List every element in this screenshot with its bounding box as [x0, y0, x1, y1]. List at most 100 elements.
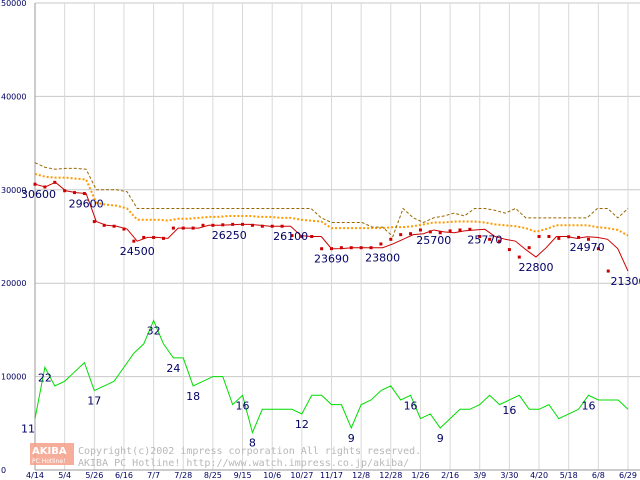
data-label: 25700 [416, 234, 451, 247]
x-tick-label: 9/15 [234, 471, 252, 480]
data-label: 16 [404, 399, 418, 412]
data-label: 22800 [518, 261, 553, 274]
data-point [577, 235, 581, 239]
x-tick-label: 12/8 [352, 471, 370, 480]
x-tick-label: 3/9 [473, 471, 486, 480]
copyright-text: Copyright(c)2002 impress corporation All… [78, 446, 421, 457]
data-point [389, 237, 393, 241]
data-label: 11 [21, 423, 35, 436]
data-point [557, 236, 561, 240]
data-point [231, 222, 235, 226]
data-label: 26100 [273, 230, 308, 243]
data-point [33, 182, 37, 186]
data-point [211, 223, 215, 227]
x-tick-label: 5/4 [58, 471, 71, 480]
data-point [498, 239, 502, 243]
x-tick-label: 8/25 [204, 471, 222, 480]
data-point [221, 223, 225, 227]
data-point [43, 185, 47, 189]
data-label: 25770 [467, 233, 502, 246]
data-point [300, 235, 304, 238]
data-point [53, 180, 57, 184]
data-point [112, 224, 116, 228]
data-point [418, 228, 422, 232]
data-point [409, 232, 413, 236]
data-label: 8 [249, 437, 256, 450]
data-point [132, 239, 136, 243]
data-point [596, 247, 600, 251]
data-point [191, 226, 195, 230]
series-line [34, 172, 629, 237]
data-label: 16 [236, 399, 250, 412]
data-point [478, 235, 482, 238]
akiba-logo-text: AKIBA [32, 446, 67, 457]
data-label: 21300 [611, 275, 640, 288]
series-1 [34, 172, 629, 237]
data-label: 32 [147, 325, 161, 338]
data-point [379, 242, 383, 246]
x-tick-label: 10/6 [263, 471, 281, 480]
data-point [586, 237, 590, 241]
site-url-text: AKIBA PC Hotline! http://www.watch.impre… [78, 458, 409, 469]
x-tick-label: 4/14 [26, 471, 44, 480]
series-2 [34, 162, 629, 238]
series-0 [33, 180, 629, 273]
x-tick-label: 10/27 [290, 471, 313, 480]
data-point [270, 224, 274, 228]
data-label: 24970 [570, 241, 605, 254]
data-point [448, 229, 452, 233]
x-tick-label: 1/26 [411, 471, 429, 480]
data-point [102, 223, 106, 227]
y-tick-label: 10000 [1, 373, 26, 382]
point-labels: 30600 29600 24500 26250 26100 23690 23800 25700… [21, 188, 640, 449]
data-point [606, 269, 610, 273]
data-label: 18 [186, 390, 200, 403]
data-label: 16 [502, 404, 516, 417]
data-point [369, 246, 373, 250]
data-label: 23690 [314, 253, 349, 266]
y-tick-label: 30000 [1, 186, 26, 195]
data-point [507, 248, 511, 252]
data-label: 24500 [120, 245, 155, 258]
data-label: 16 [581, 399, 595, 412]
x-tick-label: 4/20 [530, 471, 548, 480]
series-line [34, 319, 629, 435]
x-tick-label: 6/8 [592, 471, 605, 480]
data-point [438, 231, 442, 235]
data-point [260, 224, 264, 228]
x-tick-label: 12/28 [379, 471, 402, 480]
data-label: 22 [38, 371, 52, 384]
y-tick-label: 0 [1, 466, 6, 475]
y-tick-label: 50000 [1, 0, 26, 8]
data-point [201, 223, 205, 227]
y-tick-label: 20000 [1, 279, 26, 288]
data-point [92, 220, 96, 224]
data-label: 30600 [21, 188, 56, 201]
series-layer [33, 162, 629, 435]
data-label: 26250 [212, 229, 247, 242]
data-label: 23800 [365, 252, 400, 265]
data-point [349, 246, 353, 250]
x-tick-label: 5/18 [560, 471, 578, 480]
data-point [142, 235, 146, 239]
data-point [458, 228, 462, 232]
data-point [171, 226, 175, 230]
data-point [547, 235, 551, 238]
data-point [428, 230, 432, 234]
akiba-logo-subtext: PC Hotline! [32, 458, 65, 465]
x-tick-label: 11/17 [320, 471, 343, 480]
x-tick-label: 6/16 [115, 471, 133, 480]
data-point [290, 234, 294, 238]
data-point [488, 237, 492, 241]
data-point [527, 246, 531, 250]
x-tick-label: 6/29 [619, 471, 637, 480]
data-label: 24 [166, 362, 180, 375]
data-point [250, 223, 254, 227]
data-point [567, 235, 571, 239]
data-label: 17 [87, 395, 101, 408]
data-point [241, 222, 245, 226]
data-point [399, 233, 403, 237]
